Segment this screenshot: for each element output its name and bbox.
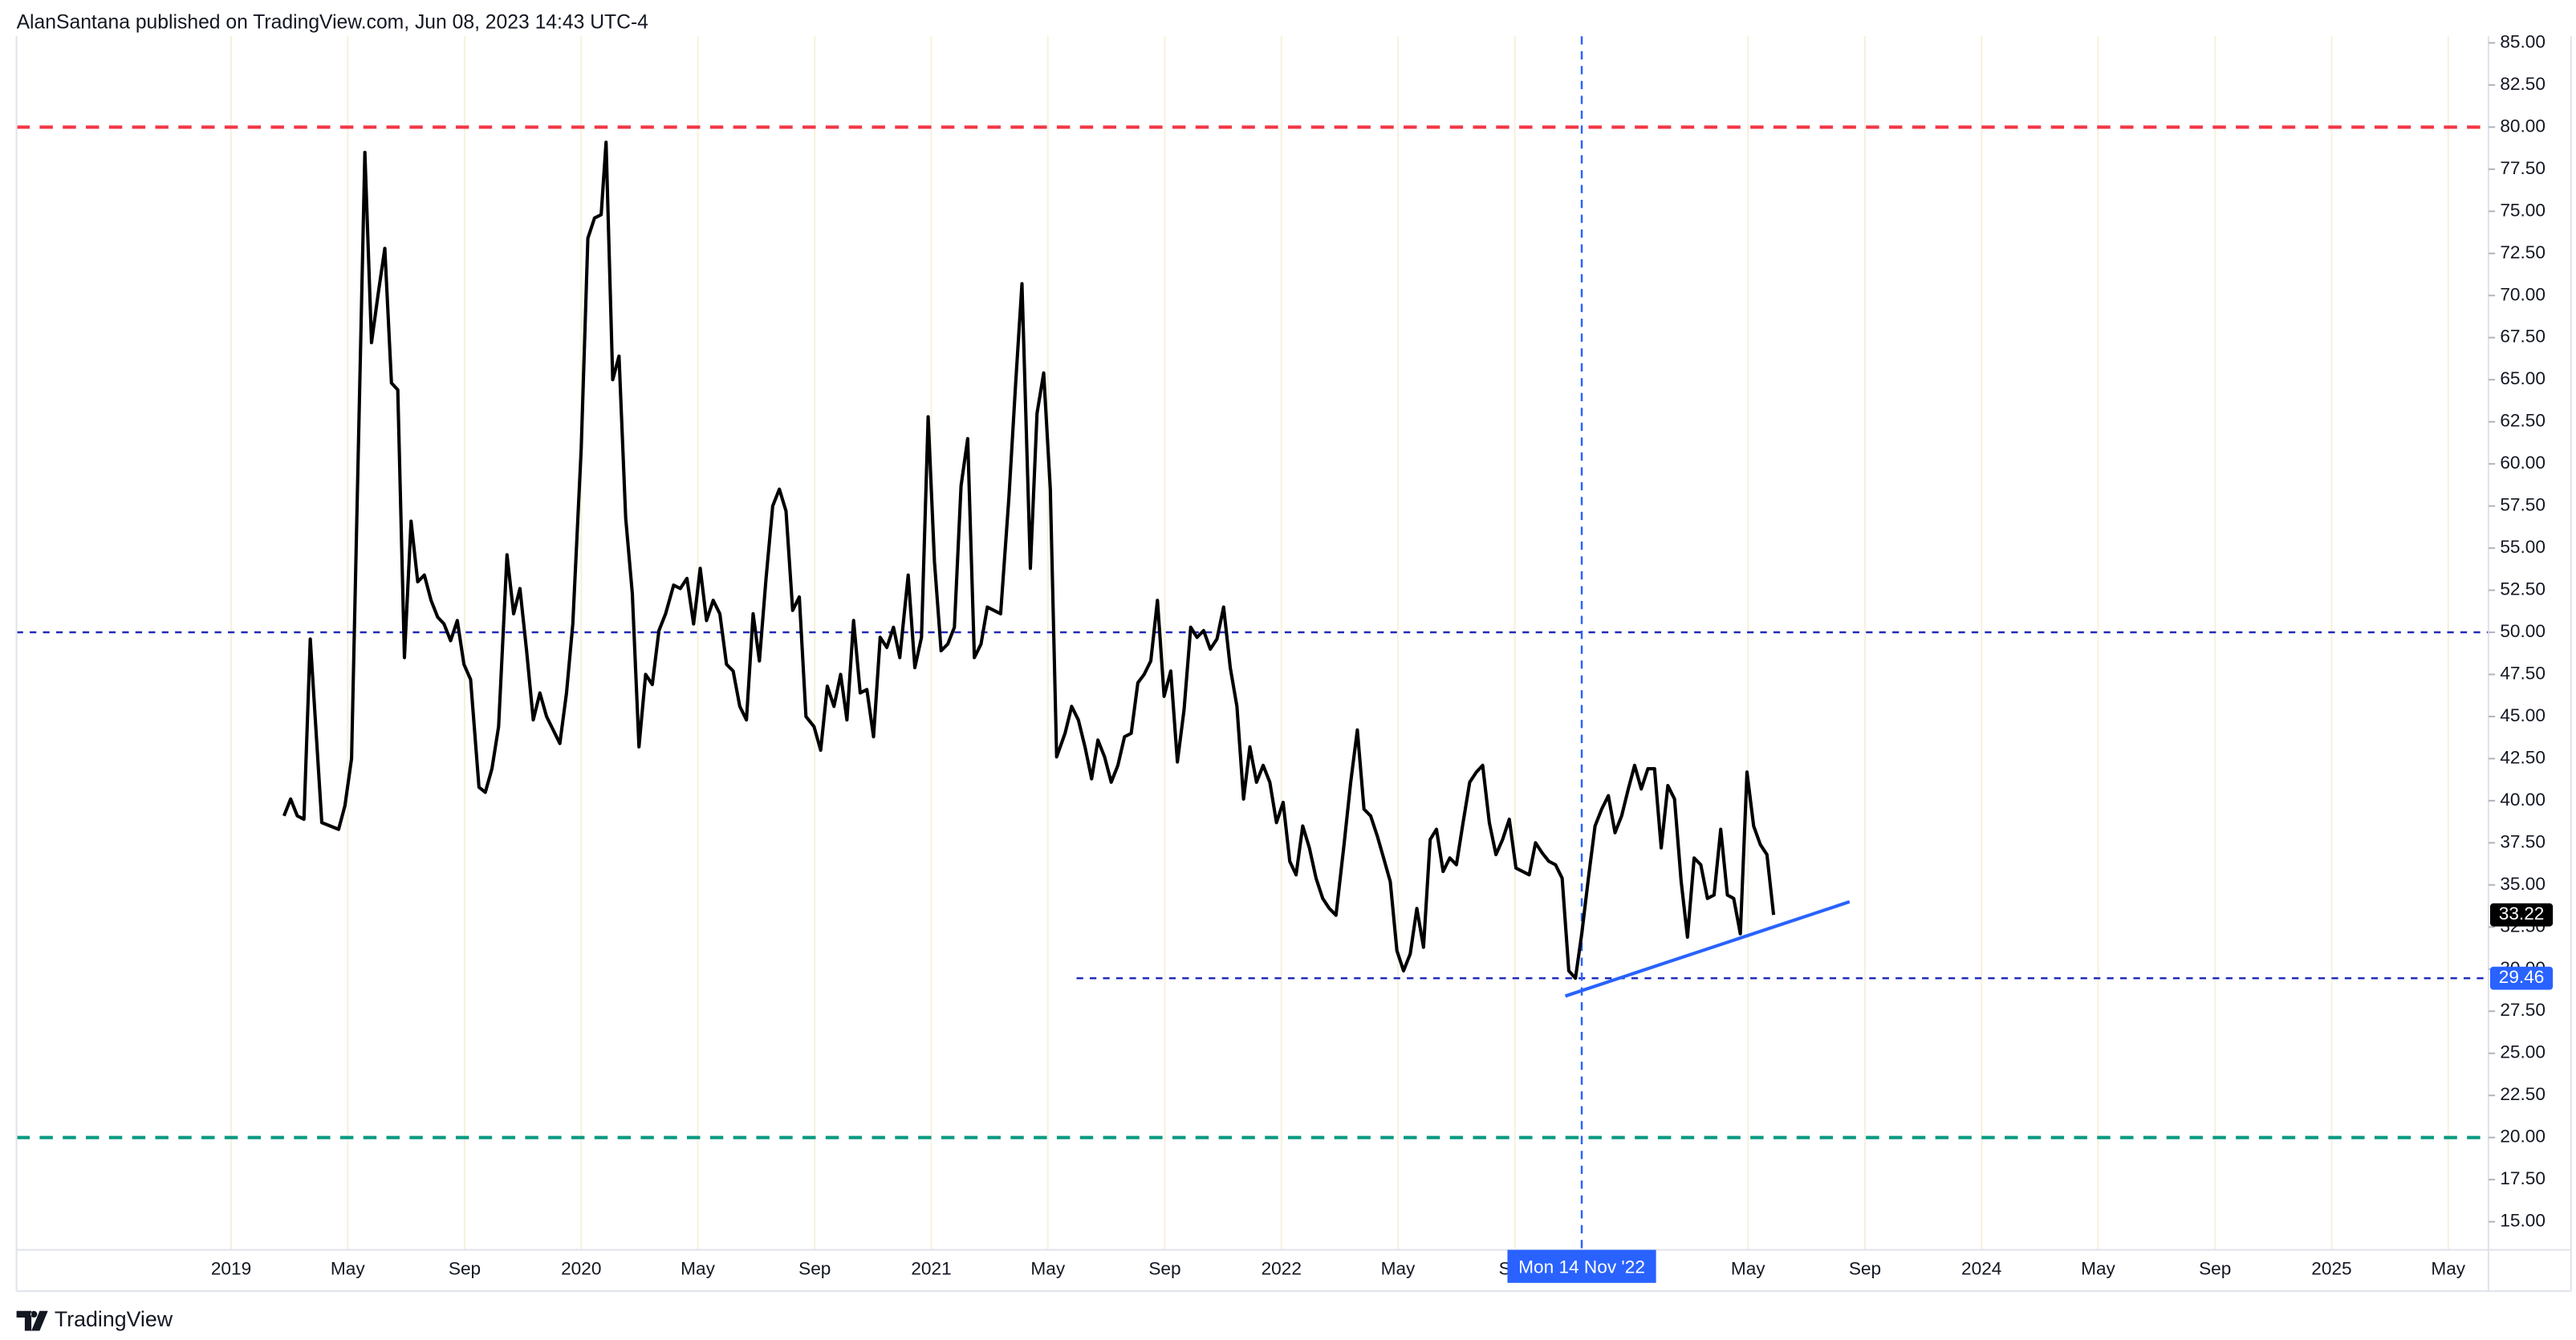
- y-tick-label: 35.00: [2500, 874, 2546, 894]
- level-price-label: 29.46: [2499, 967, 2545, 987]
- y-tick-label: 85.00: [2500, 31, 2546, 51]
- y-tick-label: 45.00: [2500, 705, 2546, 725]
- crosshair-time-label: Mon 14 Nov '22: [1518, 1257, 1645, 1277]
- y-tick-label: 62.50: [2500, 411, 2546, 431]
- x-tick-label: 2024: [1961, 1258, 2001, 1278]
- x-tick-label: May: [1381, 1258, 1416, 1278]
- x-tick-label: Sep: [1148, 1258, 1180, 1278]
- y-tick-label: 37.50: [2500, 831, 2546, 851]
- x-tick-label: May: [1030, 1258, 1065, 1278]
- publish-header: AlanSantana published on TradingView.com…: [17, 11, 648, 33]
- y-tick-label: 17.50: [2500, 1168, 2546, 1188]
- y-tick-label: 50.00: [2500, 621, 2546, 641]
- y-tick-label: 22.50: [2500, 1084, 2546, 1104]
- y-tick-label: 67.50: [2500, 327, 2546, 347]
- y-tick-label: 70.00: [2500, 284, 2546, 304]
- y-tick-label: 25.00: [2500, 1042, 2546, 1062]
- x-tick-label: 2025: [2311, 1258, 2351, 1278]
- y-tick-label: 65.00: [2500, 368, 2546, 388]
- x-tick-label: Sep: [2199, 1258, 2231, 1278]
- brand-name: TradingView: [55, 1307, 173, 1331]
- y-tick-label: 27.50: [2500, 1000, 2546, 1020]
- y-tick-label: 55.00: [2500, 537, 2546, 557]
- price-line: [282, 140, 1776, 981]
- tradingview-logo: TradingView: [16, 1307, 173, 1331]
- x-tick-label: 2019: [211, 1258, 251, 1278]
- x-tick-label: May: [2081, 1258, 2115, 1278]
- x-tick-label: May: [1731, 1258, 1765, 1278]
- x-tick-label: May: [331, 1258, 365, 1278]
- y-tick-label: 15.00: [2500, 1211, 2546, 1231]
- x-tick-label: Sep: [449, 1258, 481, 1278]
- logo-mark: [16, 1310, 48, 1331]
- y-tick-label: 47.50: [2500, 663, 2546, 683]
- x-tick-label: May: [681, 1258, 715, 1278]
- last-price-box: [2489, 903, 2554, 927]
- level-price-box: [2489, 966, 2554, 990]
- y-tick-label: 72.50: [2500, 242, 2546, 262]
- y-tick-label: 75.00: [2500, 200, 2546, 220]
- y-tick-label: 60.00: [2500, 453, 2546, 473]
- y-tick-label: 80.00: [2500, 116, 2546, 136]
- y-tick-label: 42.50: [2500, 747, 2546, 767]
- last-price-label: 33.22: [2499, 903, 2545, 924]
- plot-area: [16, 36, 2489, 1250]
- x-tick-label: May: [2431, 1258, 2465, 1278]
- y-tick-label: 40.00: [2500, 790, 2546, 810]
- y-tick-label: 20.00: [2500, 1127, 2546, 1147]
- trend-line: [1564, 899, 1851, 998]
- y-tick-label: 82.50: [2500, 74, 2546, 94]
- x-tick-label: Sep: [1849, 1258, 1881, 1278]
- y-tick-label: 57.50: [2500, 495, 2546, 515]
- y-tick-label: 52.50: [2500, 579, 2546, 599]
- x-tick-label: 2021: [911, 1258, 951, 1278]
- x-tick-label: 2020: [561, 1258, 601, 1278]
- x-tick-label: 2022: [1262, 1258, 1302, 1278]
- crosshair-time-box: [1507, 1249, 1656, 1283]
- y-tick-label: 77.50: [2500, 158, 2546, 178]
- x-tick-label: Sep: [798, 1258, 831, 1278]
